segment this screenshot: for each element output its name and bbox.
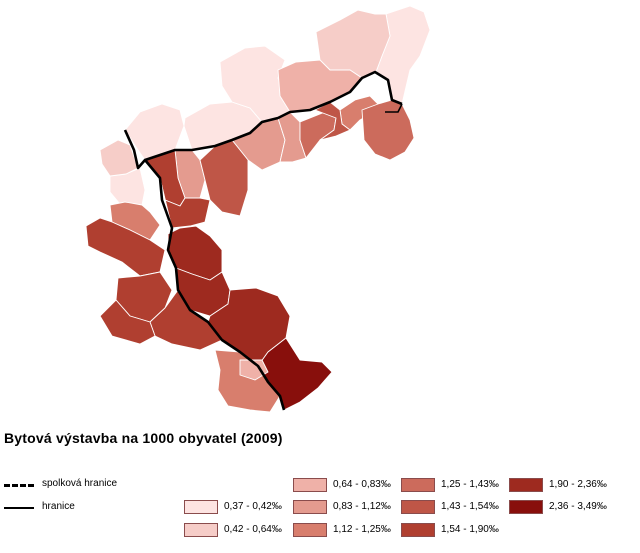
district-region xyxy=(99,139,139,177)
country-border xyxy=(385,103,403,113)
legend-class-label: 0,83 - 1,12‰ xyxy=(333,501,391,512)
legend-swatch xyxy=(401,478,435,492)
legend-class-label: 2,36 - 3,49‰ xyxy=(549,501,607,512)
solid-line-swatch xyxy=(4,507,34,509)
legend-class-label: 1,54 - 1,90‰ xyxy=(441,524,499,535)
legend-country-border-label: hranice xyxy=(42,501,75,512)
legend-swatch xyxy=(293,478,327,492)
legend-state-border-label: spolková hranice xyxy=(42,478,118,489)
district-region xyxy=(159,177,211,229)
district-region xyxy=(124,103,185,161)
legend-swatch xyxy=(401,500,435,514)
legend-class-label: 1,43 - 1,54‰ xyxy=(441,501,499,512)
legend-swatch xyxy=(401,523,435,537)
district-region xyxy=(314,101,351,141)
district-region xyxy=(99,299,156,345)
district-region xyxy=(85,217,166,277)
legend-class-label: 1,90 - 2,36‰ xyxy=(549,479,607,490)
border-legend: spolková hranice hranice xyxy=(4,478,204,524)
legend-class-label: 1,12 - 1,25‰ xyxy=(333,524,391,535)
district-region xyxy=(361,99,415,161)
legend-state-border: spolková hranice xyxy=(4,478,204,492)
federal-state-border-north xyxy=(144,70,403,162)
district-region xyxy=(239,359,269,381)
legend-swatch xyxy=(293,500,327,514)
legend-swatch xyxy=(509,500,543,514)
legend-swatch xyxy=(509,478,543,492)
district-regions xyxy=(85,5,431,413)
legend-class-label: 0,64 - 0,83‰ xyxy=(333,479,391,490)
legend-swatch xyxy=(184,523,218,537)
dashed-line-swatch xyxy=(4,484,34,487)
legend-class-label: 0,37 - 0,42‰ xyxy=(224,501,282,512)
federal-state-border xyxy=(123,129,286,411)
choropleth-map xyxy=(85,5,431,413)
map-title: Bytová výstavba na 1000 obyvatel (2009) xyxy=(4,430,283,446)
legend-class-label: 0,42 - 0,64‰ xyxy=(224,524,282,535)
legend-swatch xyxy=(293,523,327,537)
legend-country-border: hranice xyxy=(4,501,204,515)
legend-class-label: 1,25 - 1,43‰ xyxy=(441,479,499,490)
